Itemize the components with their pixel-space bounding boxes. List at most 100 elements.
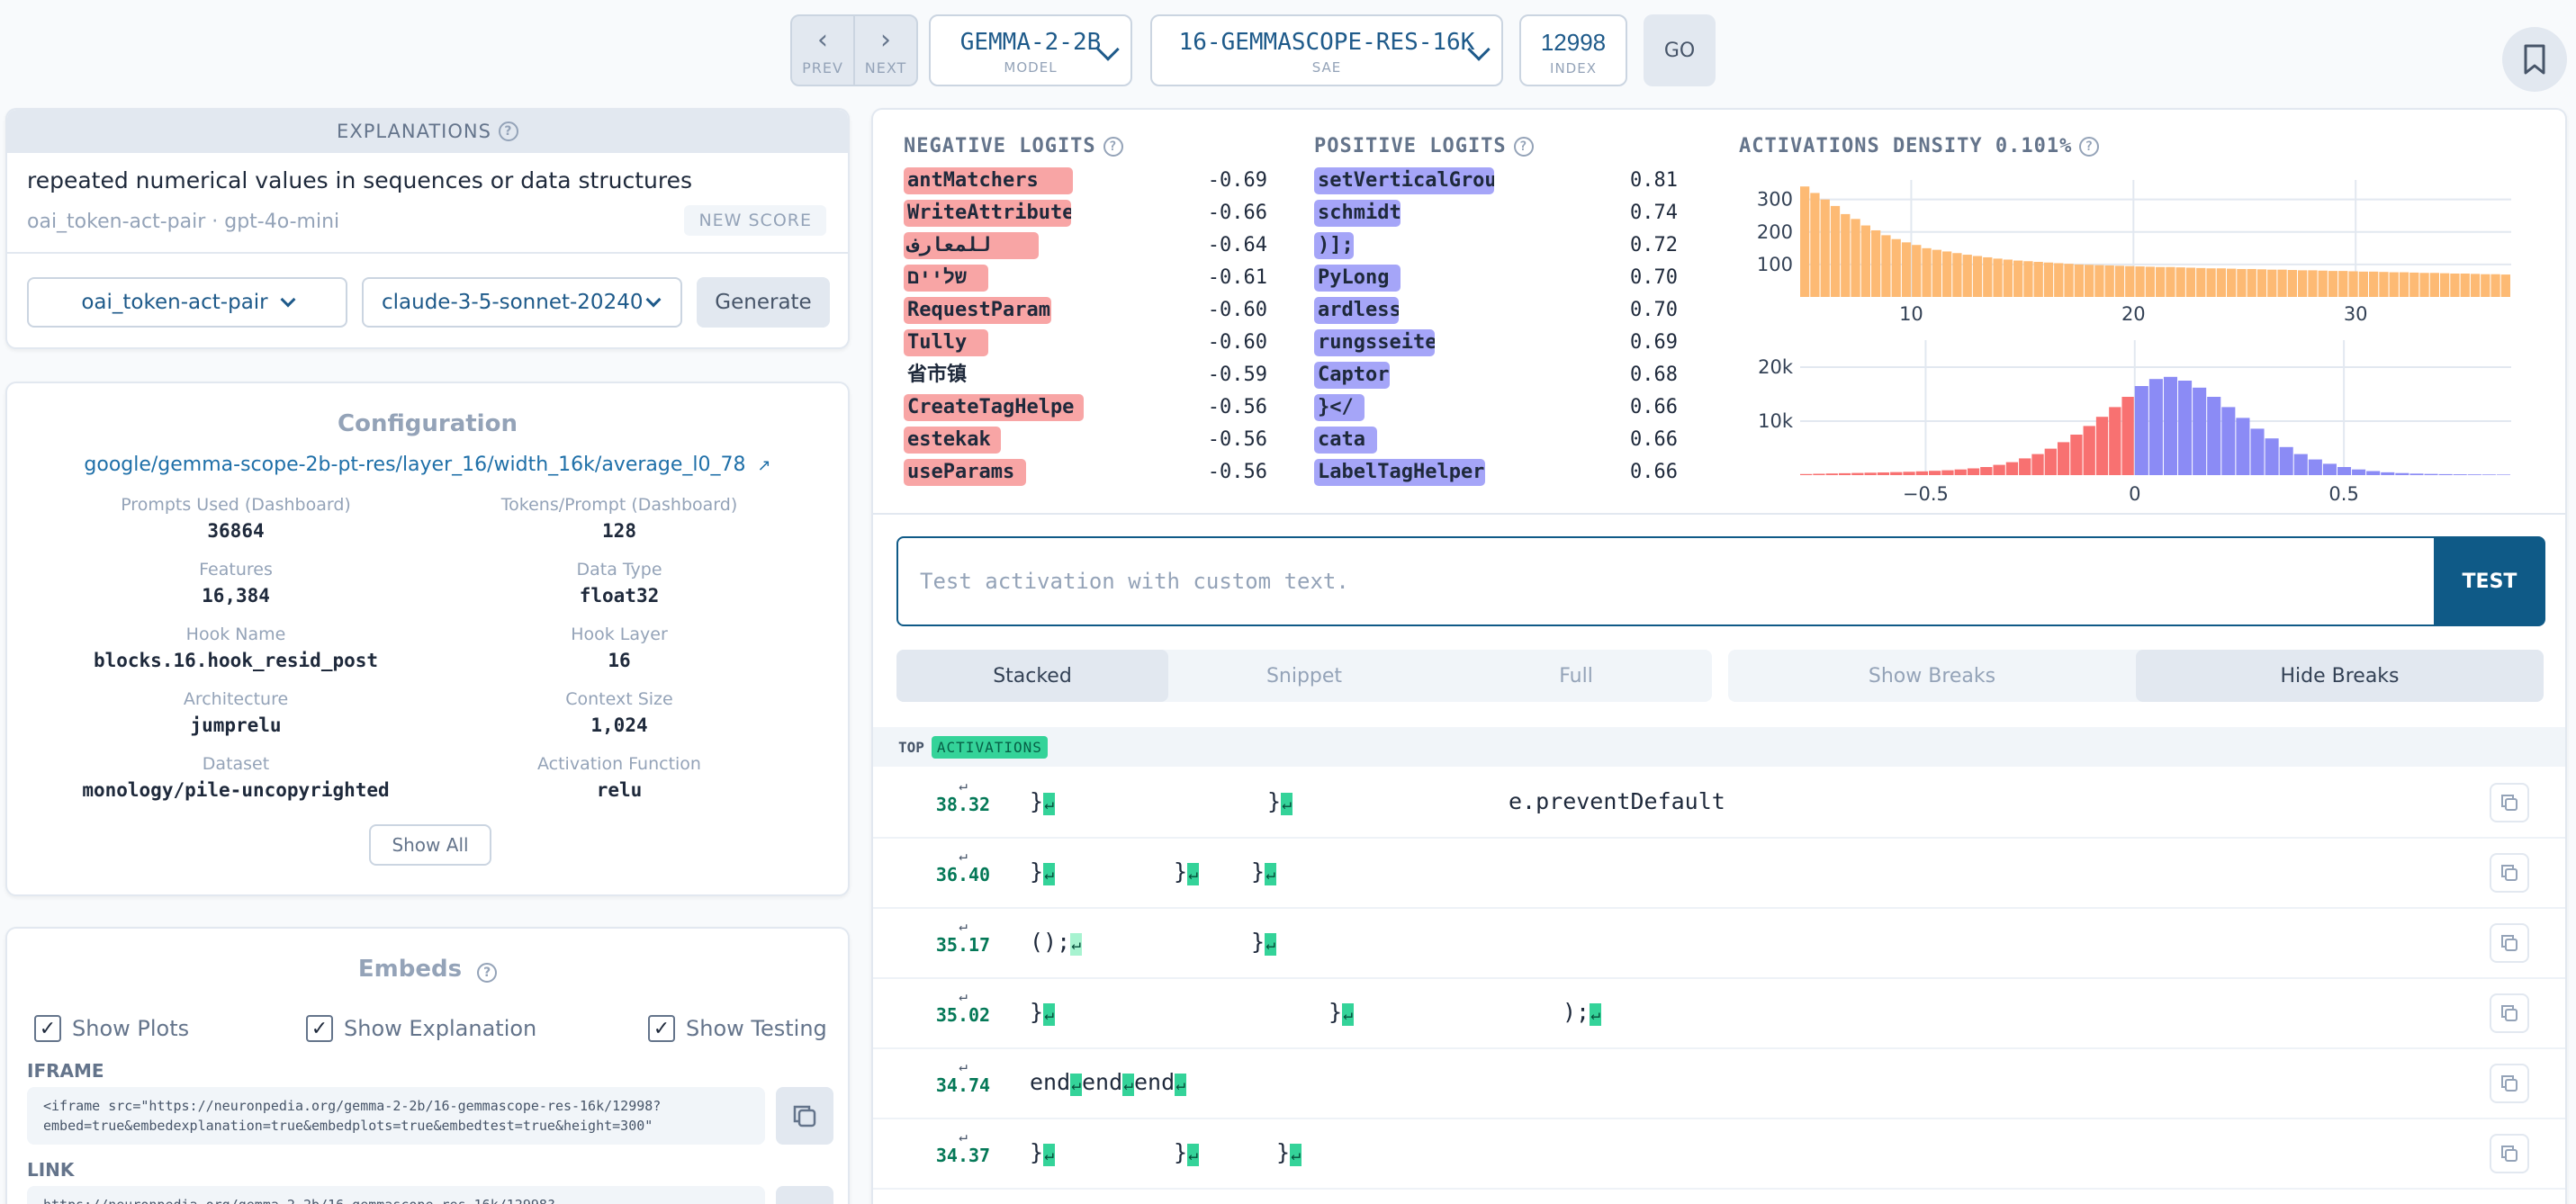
- density-bar: [2043, 262, 2054, 297]
- sae-source-link[interactable]: google/gemma-scope-2b-pt-res/layer_16/wi…: [7, 454, 848, 476]
- newline-token-highlight: ↵: [1290, 1144, 1302, 1166]
- activation-token: }↵: [1251, 929, 1276, 956]
- help-icon[interactable]: ?: [2079, 136, 2100, 157]
- model-select[interactable]: GEMMA-2-2B MODEL: [929, 14, 1132, 86]
- activation-number: 36.40: [935, 864, 991, 885]
- density-bar: [2369, 271, 2379, 297]
- newline-token-highlight: ↵: [1175, 1074, 1186, 1096]
- index-value: 12998: [1540, 29, 1607, 56]
- go-button[interactable]: GO: [1644, 14, 1716, 86]
- config-field: Context Size 1,024: [430, 689, 808, 736]
- hide-breaks-option[interactable]: Hide Breaks: [2136, 650, 2544, 702]
- iframe-code-line: <iframe src="https://neuronpedia.org/gem…: [43, 1098, 662, 1114]
- feature-detail-panel: NEGATIVE LOGITS ? POSITIVE LOGITS ? ACTI…: [871, 108, 2567, 1204]
- copy-row-button[interactable]: [2490, 853, 2529, 893]
- negative-activation-bar: [1941, 470, 1954, 475]
- density-bar: [2379, 272, 2389, 297]
- check-icon: ✓: [306, 1015, 333, 1042]
- copy-link-button[interactable]: [776, 1186, 833, 1204]
- positive-activation-bar: [2424, 473, 2438, 475]
- density-bar: [2135, 266, 2145, 297]
- activation-token: }↵: [1030, 999, 1055, 1026]
- test-activation-input[interactable]: Test activation with custom text.: [896, 536, 2436, 626]
- density-bar: [2277, 269, 2287, 297]
- view-snippet-option[interactable]: Snippet: [1265, 664, 1343, 687]
- density-title: ACTIVATIONS DENSITY 0.101%: [1739, 135, 2073, 157]
- help-icon[interactable]: ?: [477, 963, 498, 983]
- positive-activation-bar: [2337, 467, 2352, 475]
- activation-density-chart: 100 200 300 10 20 30: [1757, 180, 2511, 324]
- iframe-code[interactable]: <iframe src="https://neuronpedia.org/gem…: [27, 1087, 765, 1145]
- sae-select[interactable]: 16-GEMMASCOPE-RES-16K SAE: [1150, 14, 1503, 86]
- positive-activation-bar: [2279, 446, 2293, 475]
- activation-row[interactable]: ↵ 34.74 end↵ end↵ end↵: [873, 1049, 2565, 1119]
- positive-logit-token: rungsseite: [1314, 329, 1435, 356]
- help-icon[interactable]: ?: [498, 121, 518, 141]
- density-bar: [1851, 219, 1860, 297]
- show-testing-checkbox[interactable]: ✓ Show Testing: [648, 1015, 827, 1042]
- return-icon: ↵: [959, 1057, 968, 1074]
- density-bar: [2013, 260, 2023, 297]
- config-field-value: jumprelu: [190, 714, 282, 736]
- positive-activation-bar: [2409, 473, 2424, 475]
- show-explanation-checkbox[interactable]: ✓ Show Explanation: [306, 1015, 536, 1042]
- next-button[interactable]: › NEXT: [853, 16, 916, 85]
- generate-button[interactable]: Generate: [697, 277, 830, 328]
- top-activations-header: TOP ACTIVATIONS: [873, 727, 2565, 767]
- config-field: Tokens/Prompt (Dashboard) 128: [430, 495, 808, 542]
- activation-row[interactable]: ↵ 34.37}↵}↵}↵: [873, 1119, 2565, 1190]
- activation-token: end↵: [1030, 1069, 1082, 1096]
- negative-activation-bar: [2070, 435, 2083, 475]
- negative-logit-value: -0.64: [1207, 234, 1267, 256]
- explanation-method-select[interactable]: oai_token-act-pair: [27, 277, 347, 328]
- prev-button[interactable]: ‹ PREV: [792, 16, 853, 85]
- show-plots-checkbox[interactable]: ✓ Show Plots: [34, 1015, 189, 1042]
- copy-row-button[interactable]: [2490, 1064, 2529, 1103]
- activation-row[interactable]: ↵ 36.40}↵}↵}↵: [873, 839, 2565, 909]
- new-score-button[interactable]: NEW SCORE: [684, 205, 826, 236]
- density-bar: [1972, 256, 1983, 297]
- explainer-model-select[interactable]: claude-3-5-sonnet-20240620: [362, 277, 682, 328]
- negative-logit-value: -0.59: [1207, 364, 1267, 386]
- sae-value: 16-GEMMASCOPE-RES-16K: [1178, 29, 1475, 56]
- density-bar: [1841, 213, 1851, 297]
- activation-row[interactable]: ↵ 35.02}↵}↵);↵: [873, 979, 2565, 1049]
- help-icon[interactable]: ?: [1103, 136, 1123, 157]
- copy-iframe-button[interactable]: [776, 1087, 833, 1145]
- view-stacked-option[interactable]: Stacked: [896, 650, 1168, 702]
- activation-row[interactable]: ↵ 38.32}↵}↵ e.preventDefault: [873, 768, 2565, 839]
- bookmark-button[interactable]: [2502, 27, 2567, 92]
- copy-row-button[interactable]: [2490, 1134, 2529, 1173]
- negative-activation-bar: [1890, 472, 1903, 475]
- show-breaks-option[interactable]: Show Breaks: [1868, 664, 1996, 687]
- index-input[interactable]: 12998 INDEX: [1519, 14, 1627, 86]
- density-bar: [1901, 242, 1912, 297]
- newline-token-highlight: ↵: [1187, 1144, 1199, 1166]
- copy-row-button[interactable]: [2490, 993, 2529, 1033]
- link-code[interactable]: https://neuronpedia.org/gemma-2-2b/16-ge…: [27, 1186, 765, 1204]
- help-icon[interactable]: ?: [1513, 136, 1534, 157]
- newline-token-highlight: ↵: [1281, 793, 1293, 815]
- activation-token: end↵: [1082, 1069, 1134, 1096]
- view-full-option[interactable]: Full: [1559, 664, 1593, 687]
- test-button[interactable]: TEST: [2434, 536, 2545, 626]
- newline-token-highlight: ↵: [1590, 1003, 1601, 1026]
- activation-row[interactable]: ↵ 35.17 ();↵}↵: [873, 909, 2565, 979]
- embeds-panel: Embeds ? ✓ Show Plots ✓ Show Explanation…: [5, 927, 850, 1204]
- config-field-key: Features: [199, 560, 273, 580]
- activation-token: }↵: [1174, 1139, 1199, 1166]
- negative-activation-bar: [1864, 472, 1877, 475]
- copy-icon: [2501, 795, 2517, 811]
- negative-logits-title: NEGATIVE LOGITS: [904, 135, 1096, 157]
- density-bar: [2033, 262, 2043, 297]
- copy-row-button[interactable]: [2490, 783, 2529, 822]
- copy-row-button[interactable]: [2490, 923, 2529, 963]
- density-bar: [1912, 245, 1922, 297]
- x-tick-label: −0.5: [1903, 483, 1949, 505]
- positive-logits-header: POSITIVE LOGITS ?: [1314, 135, 1534, 157]
- density-bar: [1881, 235, 1891, 297]
- activation-token: }↵: [1030, 1139, 1055, 1166]
- density-bar: [2308, 270, 2318, 297]
- show-all-button[interactable]: Show All: [369, 824, 491, 866]
- link-code-text: https://neuronpedia.org/gemma-2-2b/16-ge…: [43, 1195, 749, 1204]
